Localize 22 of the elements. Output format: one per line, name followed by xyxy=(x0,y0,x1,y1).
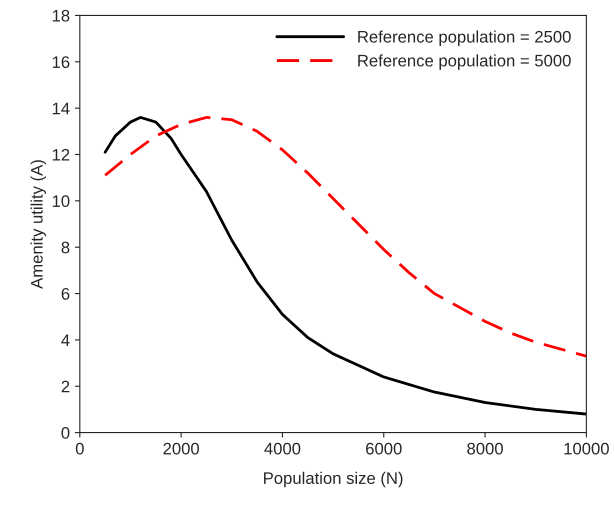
legend-label: Reference population = 2500 xyxy=(358,30,571,46)
y-tick-label: 18 xyxy=(52,10,70,22)
x-axis-title: Population size (N) xyxy=(264,472,402,488)
y-tick-label: 4 xyxy=(61,334,70,346)
y-tick-label: 8 xyxy=(62,242,70,254)
legend-label: Reference population = 5000 xyxy=(358,54,571,70)
y-tick-label: 6 xyxy=(62,288,70,300)
x-tick-label: 8000 xyxy=(467,442,503,455)
x-tick-label: 10000 xyxy=(564,442,609,455)
y-tick-label: 14 xyxy=(52,102,70,114)
x-tick-label: 4000 xyxy=(264,442,300,455)
line-series xyxy=(104,116,586,416)
y-tick-label: 10 xyxy=(52,195,70,208)
y-tick-label: 12 xyxy=(52,148,70,161)
x-tick-label: 6000 xyxy=(366,442,402,455)
y-axis-title: Amenity utility (A) xyxy=(30,160,46,289)
y-tick-label: 16 xyxy=(52,56,70,68)
y-tick-label: 2 xyxy=(62,380,70,392)
x-tick-label: 2000 xyxy=(163,442,200,455)
line-series xyxy=(104,116,586,358)
x-tick-label: 0 xyxy=(76,442,84,455)
y-tick-label: 0 xyxy=(61,427,70,439)
